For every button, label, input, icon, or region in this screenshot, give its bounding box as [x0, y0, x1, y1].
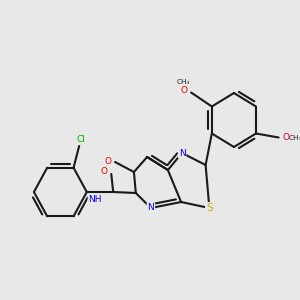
Text: N: N	[179, 148, 185, 158]
Text: CH₃: CH₃	[289, 134, 300, 140]
Text: O: O	[283, 133, 290, 142]
Text: NH: NH	[88, 196, 102, 205]
Text: CH₃: CH₃	[177, 79, 190, 85]
Text: N: N	[148, 203, 154, 212]
Text: S: S	[206, 203, 213, 213]
Text: O: O	[104, 158, 111, 166]
Text: O: O	[100, 167, 107, 176]
Text: O: O	[180, 86, 187, 95]
Text: Cl: Cl	[77, 135, 85, 144]
